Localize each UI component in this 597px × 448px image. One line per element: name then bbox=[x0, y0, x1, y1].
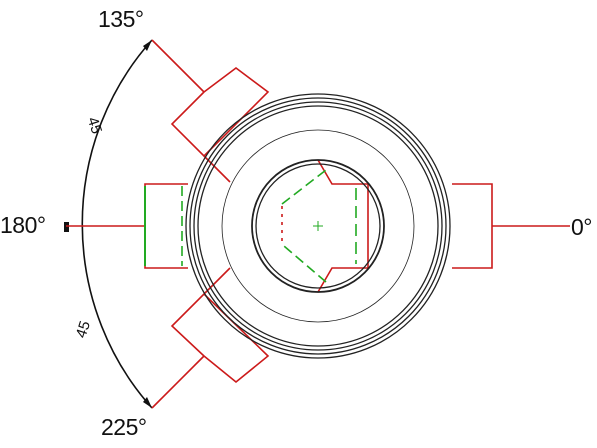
branch-outlines bbox=[66, 39, 570, 409]
dimension-arc bbox=[81, 39, 153, 409]
arrowhead-middle bbox=[64, 222, 69, 232]
angle-label-225: 225° bbox=[101, 414, 147, 440]
body-circles bbox=[185, 93, 451, 359]
angle-label-135: 135° bbox=[98, 6, 144, 32]
hidden-lines bbox=[144, 169, 357, 283]
angle-label-0: 0° bbox=[571, 214, 593, 240]
angle-label-180: 180° bbox=[0, 212, 46, 238]
arrowhead-top bbox=[143, 40, 152, 51]
arrowhead-bottom bbox=[143, 397, 152, 408]
